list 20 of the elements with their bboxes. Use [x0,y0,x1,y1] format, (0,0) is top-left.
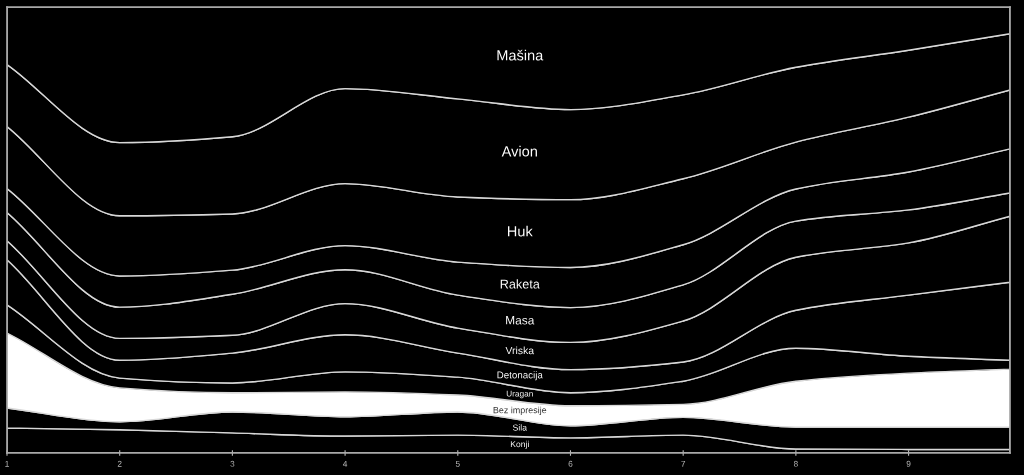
series-label: Masa [506,316,535,325]
x-tick-label: 7 [681,460,686,467]
series-label: Mašina [497,49,544,61]
x-tick-label: 8 [793,460,798,467]
series-label: Sila [512,424,528,431]
series-label: Detonacija [497,371,543,381]
x-tick-label: 9 [906,460,911,467]
series-label: Bez impresije [493,406,547,415]
series-label: Avion [501,145,537,157]
x-tick-label: 2 [117,460,122,467]
x-tick-label: 5 [455,460,460,467]
series-label: Huk [508,225,533,237]
series-label: Raketa [500,279,540,289]
series-label: Uragan [506,390,533,399]
x-tick-label: 1 [5,460,9,467]
series-label: Vriska [505,346,535,355]
x-tick-label: 4 [342,460,348,467]
series-label: Konji [510,440,529,449]
x-tick-label: 3 [230,460,235,467]
x-tick-label: 6 [568,460,573,467]
